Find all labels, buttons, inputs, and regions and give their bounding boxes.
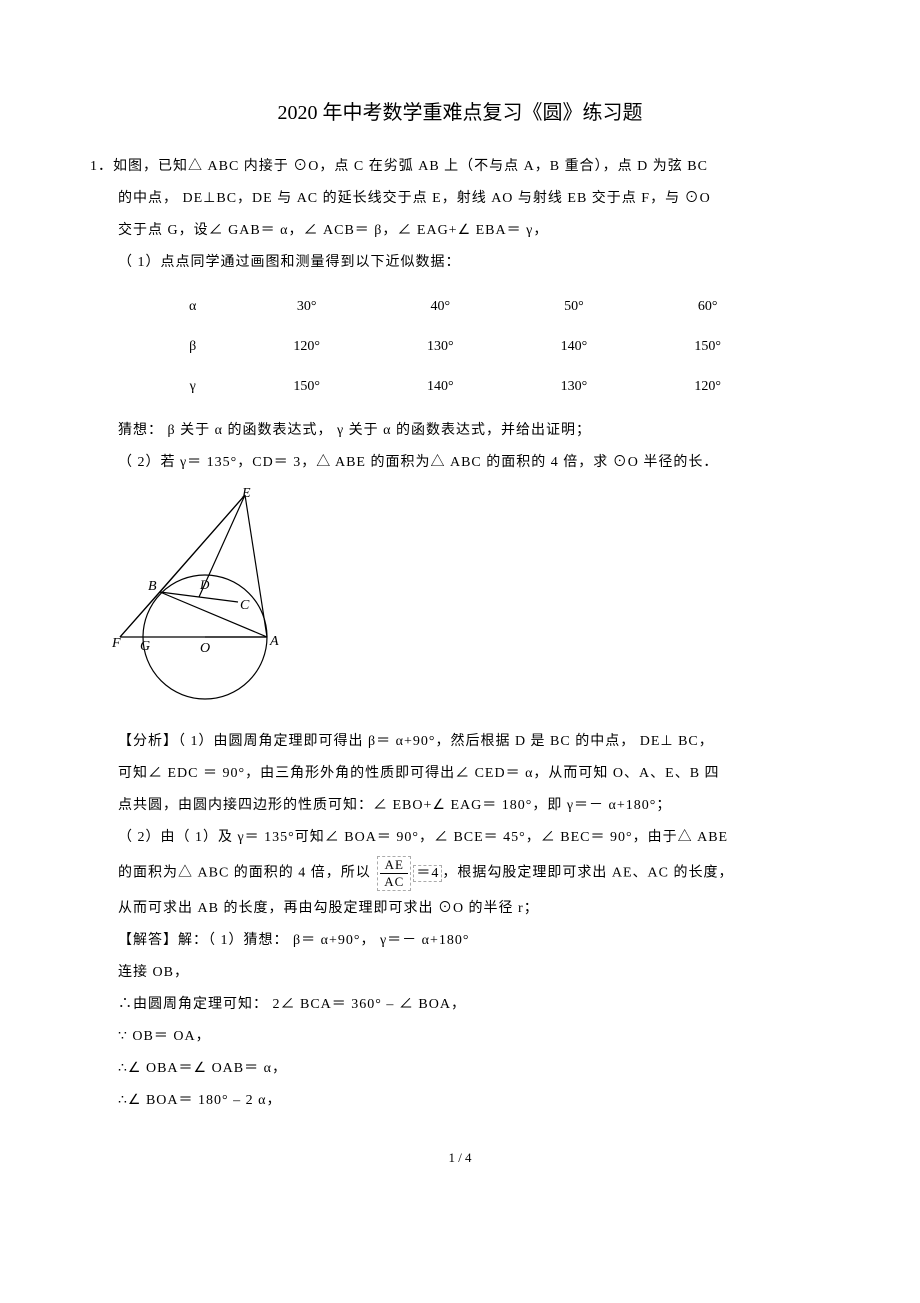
solution-line-1: 【解答】解：（ 1）猜想： β＝ α+90°， γ＝－ α+180° <box>90 927 830 955</box>
problem-stem-line-2: 的中点， DE⊥BC，DE 与 AC 的延长线交于点 E，射线 AO 与射线 E… <box>90 185 830 213</box>
label-C: C <box>240 598 250 613</box>
cell: 140° <box>507 327 641 367</box>
cell: 150° <box>641 327 775 367</box>
problem-stem-line-3: 交于点 G，设∠ GAB＝ α，∠ ACB＝ β，∠ EAG+∠ EBA＝ γ， <box>90 217 830 245</box>
cell: 130° <box>507 367 641 407</box>
analysis-4b-pre: 的面积为△ ABC 的面积的 4 倍，所以 <box>118 866 371 881</box>
cell: 120° <box>240 327 374 367</box>
cell: γ <box>146 367 240 407</box>
cell: 60° <box>641 287 775 327</box>
solution-line-6: ∴∠ BOA＝ 180° – 2 α， <box>90 1087 830 1115</box>
geometry-figure: E B D C A F G O <box>110 487 830 718</box>
part-1-intro: （ 1）点点同学通过画图和测量得到以下近似数据： <box>90 249 830 277</box>
fraction: AE AC <box>377 856 411 890</box>
label-E: E <box>241 487 251 501</box>
solution-line-3: ∴由圆周角定理可知： 2∠ BCA＝ 360° – ∠ BOA， <box>90 991 830 1019</box>
cell: β <box>146 327 240 367</box>
part-1-conjecture: 猜想： β 关于 α 的函数表达式， γ 关于 α 的函数表达式，并给出证明； <box>90 417 830 445</box>
analysis-line-1: 【分析】（ 1）由圆周角定理即可得出 β＝ α+90°，然后根据 D 是 BC … <box>90 728 830 756</box>
label-A: A <box>269 634 279 649</box>
fraction-numerator: AE <box>380 857 408 874</box>
part-2: （ 2）若 γ＝ 135°，CD＝ 3，△ ABE 的面积为△ ABC 的面积的… <box>90 449 830 477</box>
label-O: O <box>200 641 210 656</box>
table-row: β 120° 130° 140° 150° <box>146 327 775 367</box>
analysis-4b-post: ，根据勾股定理即可求出 AE、AC 的长度， <box>442 866 733 881</box>
fraction-denominator: AC <box>380 874 408 890</box>
analysis-line-5: 从而可求出 AB 的长度，再由勾股定理即可求出 ⊙O 的半径 r； <box>90 895 830 923</box>
cell: 40° <box>374 287 508 327</box>
analysis-line-4b: 的面积为△ ABC 的面积的 4 倍，所以 AE AC ＝4，根据勾股定理即可求… <box>90 856 830 890</box>
fraction-equals: ＝4 <box>413 865 442 882</box>
solution-line-5: ∴∠ OBA＝∠ OAB＝ α， <box>90 1055 830 1083</box>
cell: 30° <box>240 287 374 327</box>
analysis-line-4a: （ 2）由（ 1）及 γ＝ 135°可知∠ BOA＝ 90°，∠ BCE＝ 45… <box>90 824 830 852</box>
label-D: D <box>199 577 210 592</box>
analysis-line-2: 可知∠ EDC ＝ 90°，由三角形外角的性质即可得出∠ CED＝ α，从而可知… <box>90 760 830 788</box>
cell: 150° <box>240 367 374 407</box>
data-table: α 30° 40° 50° 60° β 120° 130° 140° 150° … <box>146 287 775 407</box>
analysis-line-3: 点共圆，由圆内接四边形的性质可知：∠ EBO+∠ EAG＝ 180°，即 γ＝－… <box>90 792 830 820</box>
table-row: γ 150° 140° 130° 120° <box>146 367 775 407</box>
label-F: F <box>111 636 121 651</box>
page-number: 1 / 4 <box>90 1145 830 1171</box>
cell: 130° <box>374 327 508 367</box>
cell: 120° <box>641 367 775 407</box>
cell: α <box>146 287 240 327</box>
label-B: B <box>148 579 157 594</box>
solution-line-4: ∵ OB＝ OA， <box>90 1023 830 1051</box>
problem-stem-line-1: 1．如图，已知△ ABC 内接于 ⊙O，点 C 在劣弧 AB 上（不与点 A，B… <box>90 153 830 181</box>
solution-line-2: 连接 OB， <box>90 959 830 987</box>
cell: 50° <box>507 287 641 327</box>
label-G: G <box>140 639 150 654</box>
table-row: α 30° 40° 50° 60° <box>146 287 775 327</box>
cell: 140° <box>374 367 508 407</box>
page-title: 2020 年中考数学重难点复习《圆》练习题 <box>90 93 830 133</box>
